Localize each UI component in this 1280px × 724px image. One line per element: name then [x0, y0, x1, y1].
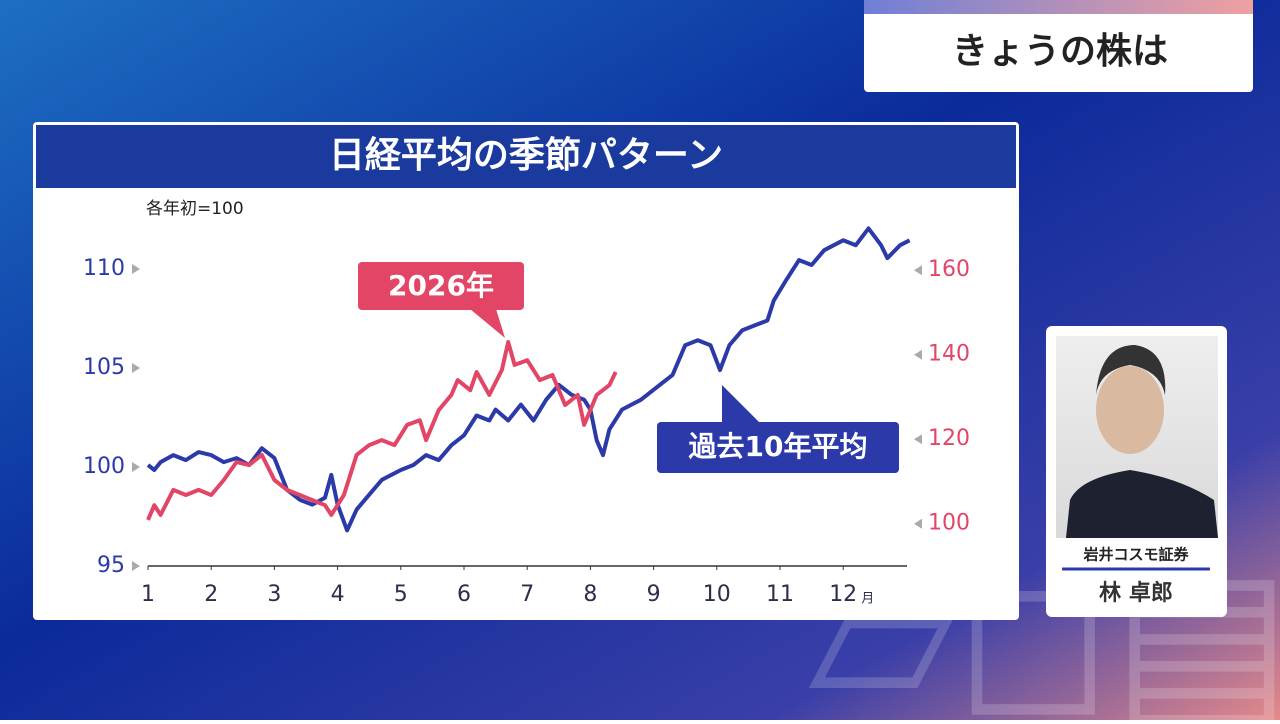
x-tick-label: 5 [394, 582, 408, 607]
legend-label: 過去10年平均 [689, 430, 868, 463]
x-tick-label: 2 [204, 582, 218, 607]
y2-tick-label: 160 [928, 257, 970, 282]
x-tick-label: 4 [331, 582, 345, 607]
legend-box [358, 262, 524, 310]
photo-hair [1096, 345, 1166, 395]
legend-label: 2026年 [388, 269, 494, 302]
series-line [146, 226, 911, 533]
x-unit: 月 [861, 592, 874, 607]
x-tick-label: 3 [267, 582, 281, 607]
y-tick-mark [132, 561, 140, 571]
legend-pointer [470, 309, 505, 338]
y2-tick-label: 140 [928, 342, 970, 367]
legend-box [657, 422, 899, 473]
photo-suit [1066, 470, 1218, 538]
y-tick-label: 95 [97, 553, 125, 578]
y-tick-label: 110 [83, 256, 125, 281]
y-tick-label: 100 [83, 454, 125, 479]
y2-tick-mark [914, 518, 922, 529]
legend-pointer [722, 385, 760, 423]
photo-head [1096, 366, 1164, 454]
y2-tick-label: 120 [928, 426, 970, 451]
y2-tick-mark [914, 349, 922, 360]
chart-title-bar [36, 125, 1016, 188]
y-tick-mark [132, 462, 140, 472]
series-line [146, 340, 618, 521]
y-tick-mark [132, 363, 140, 373]
guest-company: 岩井コスモ証券 [1082, 546, 1189, 564]
x-tick-label: 10 [703, 582, 731, 607]
chart-panel [33, 122, 1019, 620]
y-tick-mark [132, 264, 140, 274]
x-tick-label: 8 [583, 582, 597, 607]
guest-name: 林 卓郎 [1099, 580, 1173, 606]
header-box [864, 0, 1253, 92]
y2-tick-mark [914, 434, 922, 445]
header-title: きょうの株は [952, 31, 1168, 72]
header-stripe [864, 0, 1253, 14]
x-tick-label: 11 [766, 582, 794, 607]
y2-tick-mark [914, 265, 922, 276]
x-tick-label: 12 [829, 582, 857, 607]
y2-tick-label: 100 [928, 511, 970, 536]
chart-title: 日経平均の季節パターン [329, 135, 723, 176]
x-tick-label: 1 [141, 582, 155, 607]
x-tick-label: 7 [520, 582, 534, 607]
y-axis-label: 各年初=100 [146, 199, 244, 219]
y-tick-label: 105 [83, 355, 125, 380]
x-tick-label: 6 [457, 582, 471, 607]
x-tick-label: 9 [647, 582, 661, 607]
